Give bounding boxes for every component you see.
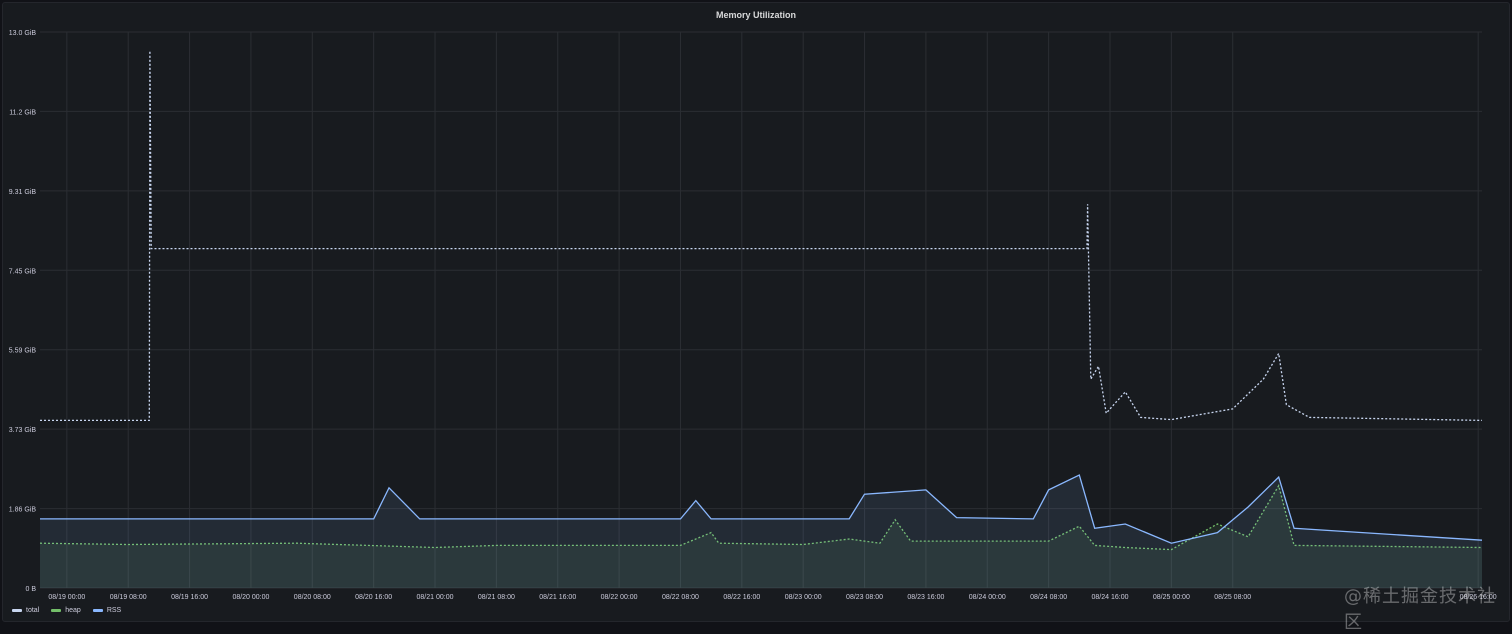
x-tick-label: 08/25 08:00 (1214, 594, 1251, 601)
y-tick-label: 0 B (25, 586, 36, 593)
x-tick-label: 08/20 08:00 (294, 594, 331, 601)
y-tick-label: 9.31 GiB (9, 189, 37, 196)
x-tick-label: 08/21 08:00 (478, 594, 515, 601)
panel-title[interactable]: Memory Utilization (715, 10, 796, 20)
x-tick-label: 08/20 16:00 (355, 594, 392, 601)
x-tick-label: 08/26 16:00 (1460, 594, 1497, 601)
x-tick-label: 08/19 08:00 (110, 594, 147, 601)
legend-label: total (26, 606, 40, 614)
x-tick-label: 08/21 16:00 (539, 594, 576, 601)
series-area-rss (40, 475, 1482, 588)
legend-swatch (12, 608, 22, 612)
x-tick-label: 08/20 00:00 (232, 594, 269, 601)
y-tick-label: 13.0 GiB (9, 30, 37, 37)
y-tick-label: 3.73 GiB (9, 427, 37, 434)
legend-item-rss[interactable]: RSS (92, 606, 122, 614)
legend-item-heap[interactable]: heap (51, 607, 81, 614)
series-line-rss (40, 474, 1483, 544)
x-tick-label: 08/23 08:00 (846, 594, 883, 601)
chart-legend: total heap RSS (12, 604, 121, 616)
legend-item-total[interactable]: total (12, 607, 39, 614)
series-line-heap (39, 484, 1483, 551)
x-tick-label: 08/22 08:00 (662, 594, 699, 601)
watermark: @稀土掘金技术社区 (1344, 586, 1496, 633)
y-tick-label: 7.45 GiB (9, 268, 37, 275)
x-tick-label: 08/22 16:00 (723, 594, 760, 601)
x-tick-label: 08/19 16:00 (171, 594, 208, 601)
x-tick-label: 08/23 00:00 (785, 594, 822, 601)
x-tick-label: 08/21 00:00 (417, 594, 454, 601)
legend-swatch (92, 608, 103, 612)
legend-label: RSS (106, 606, 122, 614)
x-tick-label: 08/24 16:00 (1092, 594, 1129, 601)
y-tick-label: 5.59 GiB (9, 348, 37, 355)
x-tick-label: 08/19 00:00 (48, 594, 85, 601)
series-area-heap (40, 485, 1482, 588)
x-tick-label: 08/23 16:00 (907, 594, 944, 601)
x-tick-label: 08/22 00:00 (601, 594, 638, 601)
legend-label: heap (65, 606, 81, 614)
x-tick-label: 08/25 00:00 (1153, 594, 1190, 601)
legend-swatch (51, 608, 62, 612)
x-tick-label: 08/24 08:00 (1030, 594, 1067, 601)
y-tick-label: 1.86 GiB (9, 507, 37, 514)
y-tick-label: 11.2 GiB (9, 109, 36, 116)
x-tick-label: 08/24 00:00 (969, 594, 1006, 601)
series-line-total (40, 50, 1483, 422)
